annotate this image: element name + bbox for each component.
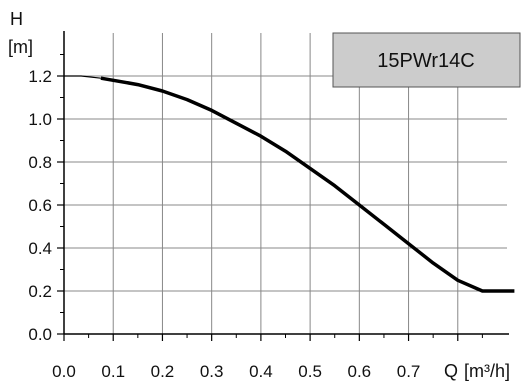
x-tick-label: 0.7 — [397, 362, 421, 381]
y-tick-label: 0.0 — [28, 325, 52, 344]
x-tick-label: 0.5 — [298, 362, 322, 381]
x-tick-label: 0.6 — [348, 362, 372, 381]
data-series — [64, 75, 515, 293]
x-axis-symbol: Q — [444, 361, 458, 381]
x-axis-unit: [m³/h] — [464, 361, 510, 381]
y-axis-symbol: H — [10, 9, 23, 29]
x-tick-label: 0.0 — [52, 362, 76, 381]
y-tick-label: 1.0 — [28, 110, 52, 129]
series-line — [100, 76, 515, 293]
x-tick-label: 0.3 — [200, 362, 224, 381]
legend: 15PWr14C — [332, 32, 521, 88]
y-axis-ticks: 0.0 0.2 0.4 0.6 0.8 1.0 1.2 — [28, 54, 64, 344]
y-tick-label: 1.2 — [28, 67, 52, 86]
legend-label: 15PWr14C — [377, 50, 474, 72]
y-tick-label: 0.8 — [28, 153, 52, 172]
x-tick-label: 0.4 — [249, 362, 273, 381]
legend-box — [332, 32, 521, 88]
y-axis-unit: [m] — [8, 37, 33, 57]
y-tick-label: 0.6 — [28, 196, 52, 215]
x-tick-label: 0.2 — [151, 362, 175, 381]
x-axis-ticks: 0.0 0.1 0.2 0.3 0.4 0.5 0.6 0.7 — [52, 334, 483, 381]
y-tick-label: 0.4 — [28, 239, 52, 258]
x-tick-label: 0.1 — [101, 362, 125, 381]
y-tick-label: 0.2 — [28, 282, 52, 301]
series-line-thin — [64, 75, 101, 79]
